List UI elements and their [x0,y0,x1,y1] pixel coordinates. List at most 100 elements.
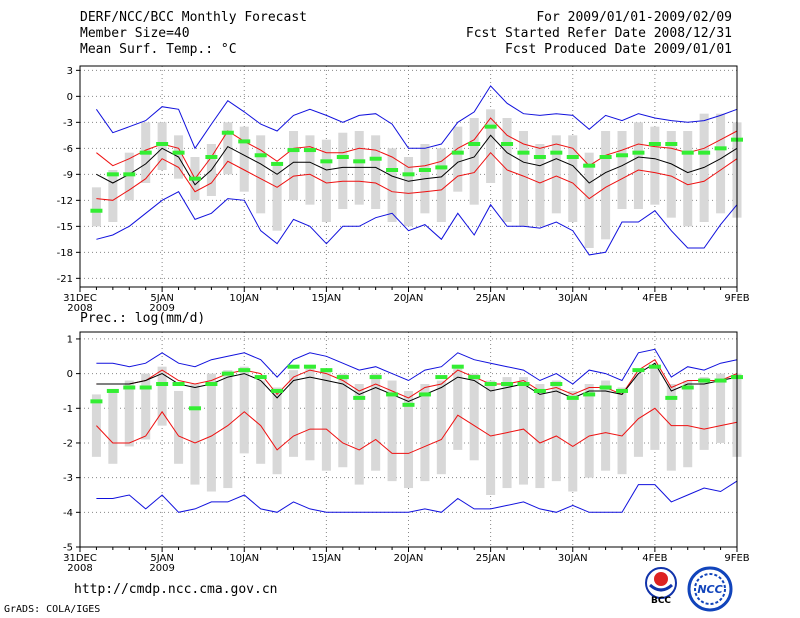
ensemble-box [157,366,167,426]
ensemble-box [206,373,216,492]
min-line [96,191,738,256]
x-tick-label: 5JAN [150,553,173,564]
observed-marker [172,382,185,387]
ensemble-mean-line [96,134,738,186]
observed-marker [550,382,563,387]
minus-sd-line [96,407,738,454]
ensemble-box [683,380,693,468]
y-tick-label: 0 [67,92,73,103]
ensemble-box [601,380,611,471]
ensemble-box [190,384,200,485]
x-tick-label: 5JAN [150,293,173,304]
observed-marker [698,378,711,383]
observed-marker [90,399,103,404]
ensemble-box [403,157,414,227]
footer-url[interactable]: http://cmdp.ncc.cma.gov.cn [74,582,278,597]
x-tick-label: 4FEB [642,293,667,304]
observed-marker [188,406,201,411]
ensemble-box [108,390,118,464]
ensemble-box [272,165,282,231]
member-size: Member Size=40 [80,26,190,41]
header-left: DERF/NCC/BCC Monthly Forecast Member Size… [80,10,307,58]
ensemble-box [321,139,331,222]
y-tick-label: -5 [63,543,73,554]
ensemble-box [239,366,249,454]
ncc-logo-text: NCC [697,583,722,596]
bcc-logo-icon: BCC [645,567,677,606]
observed-marker [501,382,514,387]
observed-marker [205,155,218,159]
observed-marker [369,156,382,161]
ensemble-box [124,380,134,447]
ensemble-box [239,126,249,192]
minus-sd-line [96,151,738,201]
forecast-produced-date: Fcst Produced Date 2009/01/01 [505,42,732,57]
observed-marker [320,159,333,164]
ensemble-box [486,109,496,183]
observed-marker [238,139,251,144]
y-tick-label: -9 [63,170,73,181]
ensemble-box [535,144,545,227]
x-tick-label: 20JAN [394,293,424,304]
forecast-period: For 2009/01/01-2009/02/09 [536,10,732,25]
observed-marker [320,368,333,373]
min-line [96,480,738,513]
observed-marker [90,208,103,213]
ensemble-box [108,170,118,222]
observed-marker [106,172,119,177]
observed-marker [386,392,399,397]
plus-sd-line [96,359,738,399]
x-tick-label: 20JAN [394,553,424,564]
observed-marker [533,388,546,393]
observed-marker [254,153,267,158]
observed-marker [172,150,185,155]
ensemble-box [289,131,299,201]
ensemble-box [436,380,446,475]
bcc-logo-text: BCC [651,596,671,606]
observed-marker [271,161,284,166]
x-tick-label: 4FEB [642,553,667,564]
y-tick-label: -1 [63,404,73,415]
ensemble-box [338,373,348,468]
observed-marker [139,150,152,155]
precip-panel-title: Prec.: log(mm/d) [80,311,205,326]
observed-marker [353,395,366,400]
observed-marker [106,388,119,393]
ensemble-box [666,131,676,218]
observed-marker [616,153,629,158]
ensemble-box [584,152,594,248]
ensemble-box [338,132,348,209]
variable-label-temp: Mean Surf. Temp.: °C [80,42,237,57]
observed-marker [451,150,464,155]
y-tick-label: -6 [63,144,73,155]
x-tick-label: 10JAN [229,293,259,304]
ensemble-box [568,390,578,492]
grads-credit: GrADS: COLA/IGES [4,604,101,615]
observed-marker [468,375,481,380]
x-tick-label: 31DEC [63,293,97,304]
observed-marker [648,142,661,146]
observed-marker [698,150,711,155]
observed-marker [303,148,316,153]
observed-marker [336,375,349,380]
observed-marker [287,364,300,369]
observed-marker [156,382,169,387]
observed-marker [221,130,234,135]
ensemble-box [289,370,299,457]
ensemble-box [518,377,528,485]
y-tick-label: 1 [67,334,73,345]
observed-marker [139,385,152,390]
y-tick-label: -2 [63,438,73,449]
ensemble-box [551,135,561,214]
x-tick-label: 31DEC [63,553,97,564]
chart-title: DERF/NCC/BCC Monthly Forecast [80,10,307,25]
observed-marker [435,375,448,380]
x-tick-label: 25JAN [476,293,506,304]
ensemble-box [716,113,726,214]
observed-marker [616,388,629,393]
observed-marker [681,385,694,390]
ensemble-box [683,131,693,227]
ensemble-box [305,135,315,205]
ensemble-box [617,131,627,209]
